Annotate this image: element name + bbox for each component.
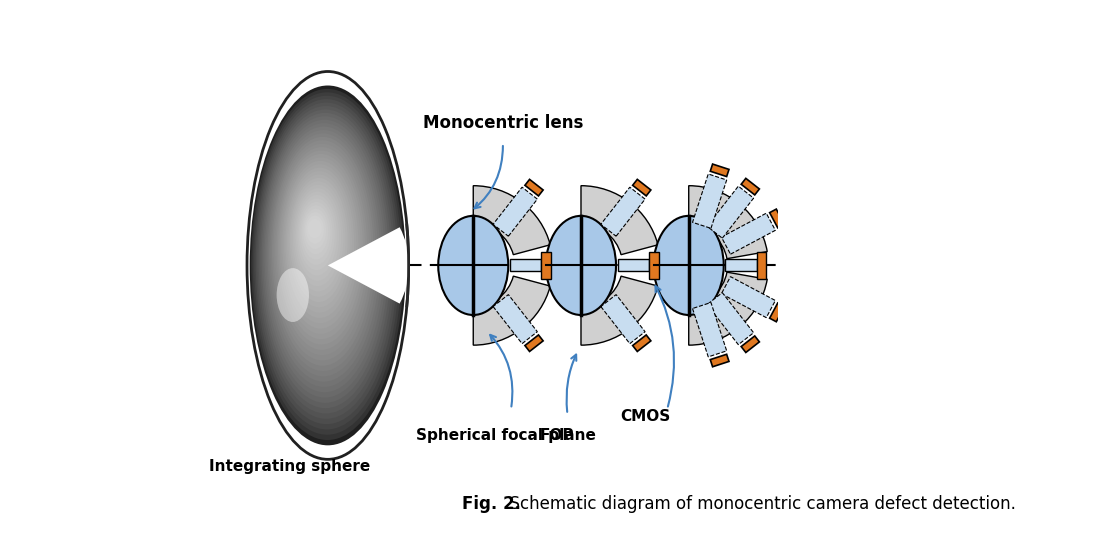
FancyBboxPatch shape (725, 259, 757, 271)
Ellipse shape (306, 216, 324, 244)
Polygon shape (601, 187, 645, 236)
Ellipse shape (272, 137, 374, 366)
Text: Spherical focal plane: Spherical focal plane (416, 428, 595, 443)
Ellipse shape (301, 205, 330, 260)
Ellipse shape (653, 216, 724, 315)
Ellipse shape (302, 208, 329, 254)
Polygon shape (632, 179, 651, 196)
Text: CMOS: CMOS (620, 409, 671, 424)
Ellipse shape (262, 113, 388, 403)
Polygon shape (711, 164, 729, 177)
Wedge shape (473, 185, 550, 255)
Ellipse shape (264, 120, 384, 392)
Polygon shape (525, 335, 543, 352)
Ellipse shape (284, 164, 356, 323)
Ellipse shape (254, 96, 399, 429)
Ellipse shape (276, 147, 367, 350)
Polygon shape (722, 213, 776, 254)
Ellipse shape (283, 161, 359, 329)
Ellipse shape (251, 89, 404, 440)
Ellipse shape (287, 171, 352, 313)
Wedge shape (689, 185, 767, 259)
Polygon shape (707, 293, 754, 345)
Text: Fig. 2.: Fig. 2. (462, 495, 521, 513)
Polygon shape (493, 295, 538, 344)
Ellipse shape (294, 188, 341, 286)
Ellipse shape (266, 123, 382, 387)
Ellipse shape (263, 117, 386, 398)
Ellipse shape (260, 109, 390, 408)
Text: FOP: FOP (539, 428, 574, 443)
FancyBboxPatch shape (510, 259, 541, 271)
Ellipse shape (292, 181, 345, 297)
Polygon shape (770, 303, 784, 322)
Ellipse shape (250, 85, 406, 445)
Ellipse shape (267, 126, 381, 382)
Polygon shape (741, 336, 759, 352)
Ellipse shape (278, 150, 365, 345)
Polygon shape (601, 295, 645, 344)
Text: Integrating sphere: Integrating sphere (209, 459, 371, 474)
FancyBboxPatch shape (649, 252, 659, 279)
Ellipse shape (270, 130, 378, 376)
Polygon shape (493, 187, 538, 236)
Ellipse shape (289, 178, 348, 302)
Text: Schematic diagram of monocentric camera defect detection.: Schematic diagram of monocentric camera … (499, 495, 1016, 513)
Ellipse shape (293, 185, 343, 292)
Text: Monocentric lens: Monocentric lens (422, 114, 583, 132)
Polygon shape (711, 354, 729, 367)
Ellipse shape (285, 167, 354, 318)
Ellipse shape (288, 174, 350, 307)
Ellipse shape (298, 199, 334, 270)
Polygon shape (693, 174, 727, 228)
Wedge shape (473, 276, 550, 345)
Wedge shape (689, 272, 767, 345)
Ellipse shape (271, 133, 376, 371)
Polygon shape (525, 179, 543, 196)
Ellipse shape (279, 154, 363, 339)
Polygon shape (707, 186, 754, 238)
Ellipse shape (276, 268, 309, 322)
Polygon shape (741, 178, 759, 195)
Polygon shape (722, 277, 776, 318)
FancyBboxPatch shape (541, 252, 551, 279)
Ellipse shape (297, 195, 337, 276)
Ellipse shape (308, 219, 322, 238)
Polygon shape (693, 302, 727, 357)
Ellipse shape (253, 92, 402, 435)
Polygon shape (632, 335, 651, 352)
Ellipse shape (546, 216, 616, 315)
Ellipse shape (255, 99, 397, 424)
Ellipse shape (274, 140, 372, 360)
Ellipse shape (257, 103, 395, 419)
Ellipse shape (275, 144, 370, 355)
Ellipse shape (296, 191, 339, 281)
Polygon shape (770, 209, 784, 228)
Ellipse shape (258, 106, 393, 414)
Ellipse shape (280, 158, 361, 334)
Wedge shape (581, 185, 658, 255)
Wedge shape (581, 276, 658, 345)
Ellipse shape (438, 216, 508, 315)
FancyBboxPatch shape (757, 252, 767, 279)
FancyBboxPatch shape (617, 259, 649, 271)
Ellipse shape (300, 202, 332, 265)
Ellipse shape (305, 212, 327, 249)
Wedge shape (328, 227, 409, 304)
